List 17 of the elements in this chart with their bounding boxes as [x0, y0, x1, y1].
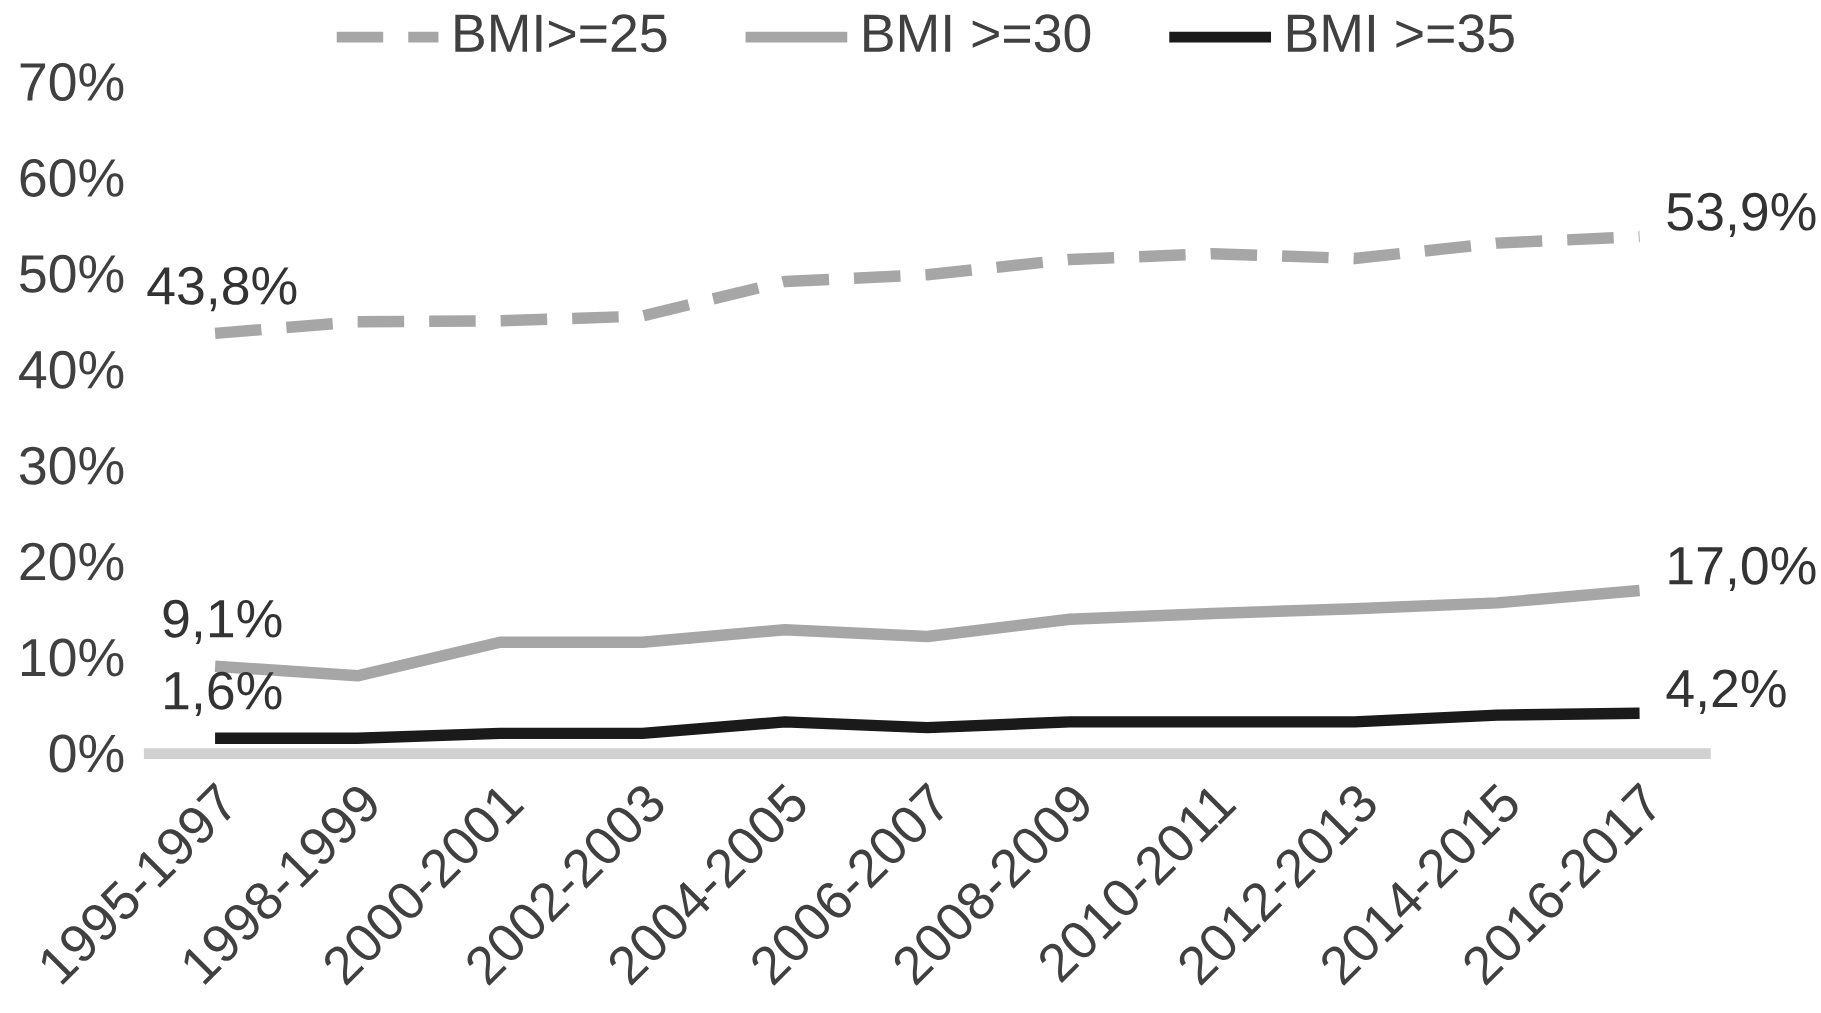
data-label: 9,1% — [163, 599, 282, 644]
y-tick-label: 20% — [20, 542, 124, 581]
data-label: 4,2% — [1666, 669, 1786, 714]
legend-label: BMI >=30 — [864, 14, 1091, 53]
y-tick-label: 60% — [20, 158, 124, 197]
y-tick-label: 10% — [21, 638, 124, 677]
y-tick-label: 70% — [20, 62, 124, 101]
data-label: 43,8% — [147, 266, 297, 311]
data-label: 17,0% — [1669, 546, 1816, 591]
y-tick-label: 40% — [19, 350, 124, 389]
y-tick-label: 0% — [49, 734, 124, 773]
y-tick-label: 30% — [19, 446, 124, 485]
y-tick-label: 50% — [20, 254, 124, 293]
data-label: 53,9% — [1667, 192, 1816, 237]
data-label: 1,6% — [165, 671, 282, 716]
legend-label: BMI >=35 — [1287, 14, 1514, 53]
legend-label: BMI>=25 — [455, 14, 667, 53]
